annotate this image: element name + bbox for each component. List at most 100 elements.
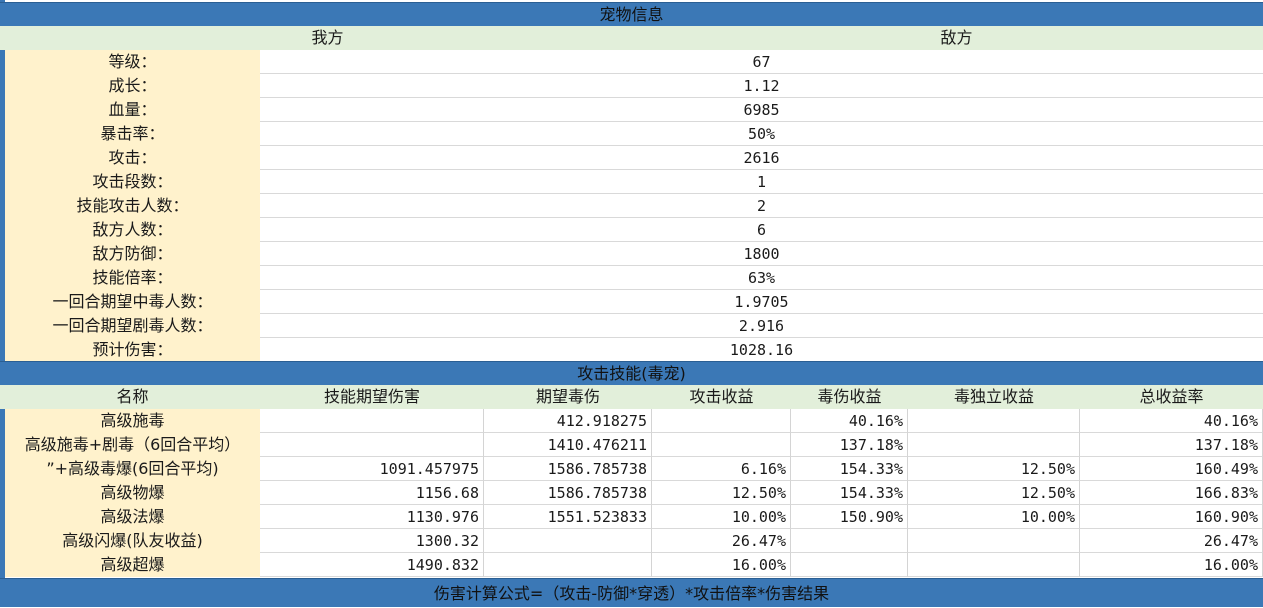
skill-name: ”+高级毒爆(6回合平均) [5, 457, 260, 481]
pet-stat-value: 2.916 [260, 314, 1263, 338]
skill-value-cell: 40.16% [1080, 409, 1263, 433]
pet-stat-value: 1.12 [260, 74, 1263, 98]
skill-value-cell: 12.50% [652, 481, 791, 505]
skill-value-cell: 10.00% [908, 505, 1080, 529]
pet-info-row: 技能倍率： 63% [0, 266, 1263, 290]
skill-value-cell: 1586.785738 [484, 481, 652, 505]
pet-stat-value: 1028.16 [260, 338, 1263, 362]
skill-value-cell: 6.16% [652, 457, 791, 481]
pet-stat-label: 一回合期望剧毒人数： [5, 314, 260, 338]
pet-info-row: 攻击： 2616 [0, 146, 1263, 170]
skill-value-cell: 10.00% [652, 505, 791, 529]
pet-info-row: 暴击率： 50% [0, 122, 1263, 146]
pet-stat-label: 敌方人数： [5, 218, 260, 242]
skill-name: 高级闪爆(队友收益) [5, 529, 260, 553]
skill-value-cell: 154.33% [791, 481, 908, 505]
skill-value-cell [791, 529, 908, 553]
formula-text: 伤害计算公式=（攻击-防御*穿透）*攻击倍率*伤害结果 [433, 584, 830, 603]
our-side-header: 我方 [311, 28, 344, 47]
pet-info-row: 攻击段数： 1 [0, 170, 1263, 194]
skills-column-header: 技能期望伤害 [323, 387, 420, 406]
skill-value-cell: 154.33% [791, 457, 908, 481]
side-header-row: 我方 敌方 [0, 26, 1263, 50]
pet-stat-label: 攻击段数： [5, 170, 260, 194]
skill-value-cell [791, 553, 908, 577]
skill-value-cell: 412.918275 [484, 409, 652, 433]
skill-row: 高级超爆 1490.832 16.00% 16.00% [0, 553, 1263, 577]
skill-name: 高级施毒+剧毒（6回合平均） [5, 433, 260, 457]
skill-value-cell [908, 529, 1080, 553]
skill-value-cell [260, 433, 484, 457]
pet-info-row: 一回合期望中毒人数： 1.9705 [0, 290, 1263, 314]
pet-stat-value: 6985 [260, 98, 1263, 122]
pet-stat-label: 技能倍率： [5, 266, 260, 290]
pet-stat-value: 63% [260, 266, 1263, 290]
skills-title-bar: 攻击技能(毒宠) [0, 361, 1263, 385]
skill-value-cell: 12.50% [908, 481, 1080, 505]
pet-stat-label: 暴击率： [5, 122, 260, 146]
skill-value-cell: 1586.785738 [484, 457, 652, 481]
skill-value-cell: 1410.476211 [484, 433, 652, 457]
skill-name: 高级物爆 [5, 481, 260, 505]
skill-value-cell: 1490.832 [260, 553, 484, 577]
skill-value-cell [484, 553, 652, 577]
skill-value-cell: 160.90% [1080, 505, 1263, 529]
skill-row: 高级物爆 1156.68 1586.785738 12.50% 154.33% 12.50… [0, 481, 1263, 505]
skill-value-cell [908, 433, 1080, 457]
enemy-side-header: 敌方 [940, 28, 973, 47]
skills-column-header: 攻击收益 [689, 387, 754, 406]
skills-title: 攻击技能(毒宠) [577, 364, 686, 383]
skill-value-cell: 40.16% [791, 409, 908, 433]
pet-info-row: 敌方防御： 1800 [0, 242, 1263, 266]
skills-column-header: 总收益率 [1139, 387, 1204, 406]
pet-stat-label: 一回合期望中毒人数： [5, 290, 260, 314]
skill-row: ”+高级毒爆(6回合平均) 1091.457975 1586.785738 6.16%… [0, 457, 1263, 481]
pet-stat-value: 1800 [260, 242, 1263, 266]
pet-info-row: 敌方人数： 6 [0, 218, 1263, 242]
skill-row: 高级闪爆(队友收益) 1300.32 26.47% 26.47% [0, 529, 1263, 553]
pet-info-row: 血量： 6985 [0, 98, 1263, 122]
skill-value-cell [908, 553, 1080, 577]
pet-info-row: 成长： 1.12 [0, 74, 1263, 98]
skill-value-cell [260, 409, 484, 433]
pet-info-row: 一回合期望剧毒人数： 2.916 [0, 314, 1263, 338]
skills-column-header: 名称 [116, 387, 149, 406]
skill-value-cell: 150.90% [791, 505, 908, 529]
skill-value-cell: 1130.976 [260, 505, 484, 529]
skill-value-cell: 166.83% [1080, 481, 1263, 505]
skill-value-cell: 137.18% [791, 433, 908, 457]
pet-stat-label: 成长： [5, 74, 260, 98]
formula-bar: 伤害计算公式=（攻击-防御*穿透）*攻击倍率*伤害结果 [0, 578, 1263, 607]
pet-stat-value: 67 [260, 50, 1263, 74]
pet-stat-value: 2616 [260, 146, 1263, 170]
skill-value-cell: 1091.457975 [260, 457, 484, 481]
pet-info-row: 技能攻击人数： 2 [0, 194, 1263, 218]
pet-stat-label: 攻击： [5, 146, 260, 170]
skills-column-header: 期望毒伤 [535, 387, 600, 406]
skill-row: 高级法爆 1130.976 1551.523833 10.00% 150.90% 10.0… [0, 505, 1263, 529]
skill-value-cell: 1300.32 [260, 529, 484, 553]
skill-row: 高级施毒 412.918275 40.16% 40.16% [0, 409, 1263, 433]
sheet-left-edge [0, 0, 5, 607]
pet-info-title: 宠物信息 [599, 5, 664, 24]
skills-column-header: 毒伤收益 [817, 387, 882, 406]
skill-value-cell: 1551.523833 [484, 505, 652, 529]
skill-name: 高级超爆 [5, 553, 260, 577]
skill-name: 高级施毒 [5, 409, 260, 433]
pet-stat-label: 技能攻击人数： [5, 194, 260, 218]
pet-stat-value: 2 [260, 194, 1263, 218]
pet-info-row: 预计伤害： 1028.16 [0, 338, 1263, 362]
skill-value-cell [652, 433, 791, 457]
skill-name: 高级法爆 [5, 505, 260, 529]
skill-value-cell: 16.00% [1080, 553, 1263, 577]
pet-stat-label: 等级： [5, 50, 260, 74]
skill-row: 高级施毒+剧毒（6回合平均） 1410.476211 137.18% 137.18% [0, 433, 1263, 457]
skill-value-cell: 12.50% [908, 457, 1080, 481]
pet-stat-label: 预计伤害： [5, 338, 260, 362]
skill-value-cell [484, 529, 652, 553]
pet-stat-value: 1.9705 [260, 290, 1263, 314]
skills-header-row: 名称 技能期望伤害 期望毒伤 攻击收益 毒伤收益 毒独立收益 总收益率 [0, 385, 1263, 409]
skill-value-cell: 16.00% [652, 553, 791, 577]
skill-value-cell: 1156.68 [260, 481, 484, 505]
skills-column-header: 毒独立收益 [953, 387, 1034, 406]
